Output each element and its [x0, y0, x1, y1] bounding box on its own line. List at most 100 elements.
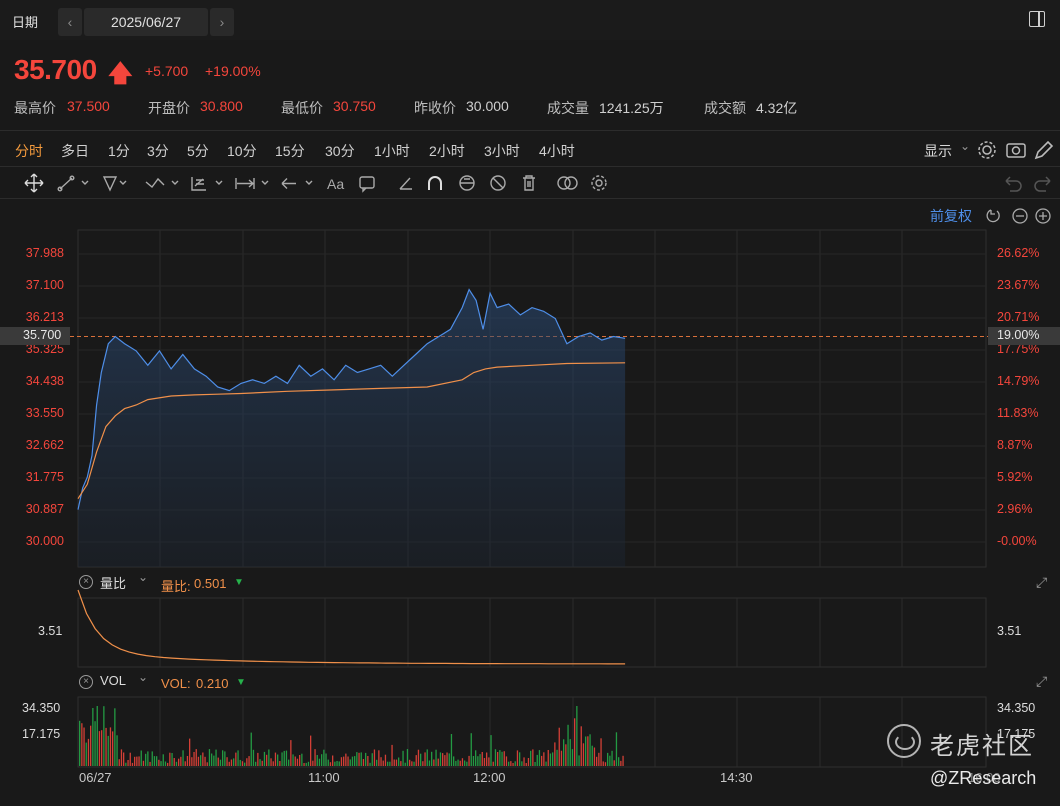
- zoom-out-icon[interactable]: [1012, 208, 1028, 224]
- stat-label: 成交额: [704, 100, 746, 116]
- watermark-brand: 老虎社区: [930, 733, 1034, 760]
- fib-icon[interactable]: [191, 177, 223, 191]
- volume-bar: [373, 749, 376, 766]
- x-tick: 16:00: [968, 770, 1001, 785]
- lock-icon[interactable]: [459, 175, 475, 191]
- volume-bar: [182, 750, 184, 766]
- date-picker[interactable]: 2025/06/27: [84, 8, 208, 36]
- volume-bar: [538, 750, 541, 766]
- display-menu[interactable]: 显示: [924, 143, 952, 159]
- volume-bar: [257, 752, 259, 766]
- current-pct-label: 19.00%: [997, 328, 1040, 342]
- layers-icon[interactable]: [557, 176, 578, 190]
- zoom-in-icon[interactable]: [1035, 208, 1051, 224]
- tab-8[interactable]: 1小时: [374, 143, 410, 159]
- expand-icon[interactable]: ⤢: [1036, 574, 1048, 590]
- indicator-name[interactable]: 量比: [100, 576, 127, 591]
- channel-icon[interactable]: [102, 176, 127, 192]
- next-date-button[interactable]: ›: [210, 8, 234, 36]
- volume-bar: [345, 753, 347, 766]
- volume-bar: [349, 759, 351, 766]
- trend-line-icon[interactable]: [57, 175, 89, 192]
- volume-bar: [90, 725, 92, 766]
- volume-bar: [156, 756, 158, 766]
- volume-bar: [310, 735, 312, 766]
- volume-bar: [79, 720, 81, 766]
- volume-bar: [202, 752, 204, 766]
- volume-bar: [325, 753, 327, 766]
- volume-bar: [521, 761, 523, 766]
- trash-icon[interactable]: [523, 175, 535, 191]
- camera-icon[interactable]: [1006, 143, 1026, 158]
- volume-bar: [301, 753, 303, 766]
- measure-icon[interactable]: [235, 178, 269, 189]
- tab-9[interactable]: 2小时: [429, 143, 465, 159]
- tab-3[interactable]: 3分: [147, 143, 169, 159]
- ruler-icon[interactable]: [399, 177, 412, 190]
- text-icon[interactable]: Aa: [327, 176, 344, 192]
- volume-bar: [81, 723, 83, 766]
- volume-bar: [378, 750, 380, 766]
- volume-bar: [609, 755, 611, 766]
- pattern-icon[interactable]: [145, 177, 179, 189]
- move-icon[interactable]: [24, 173, 44, 193]
- volume-bar: [602, 761, 604, 766]
- tab-0[interactable]: 分时: [15, 143, 43, 159]
- tab-2[interactable]: 1分: [108, 143, 130, 159]
- tab-11[interactable]: 4小时: [539, 143, 575, 159]
- tab-10[interactable]: 3小时: [484, 143, 520, 159]
- volume-bar: [191, 757, 193, 766]
- volume-bar: [167, 762, 169, 766]
- adjust-mode-button[interactable]: 前复权: [930, 208, 972, 224]
- vol-indicator-name[interactable]: VOL: [100, 673, 127, 688]
- volume-bar: [358, 752, 360, 766]
- volume-bar: [101, 730, 103, 766]
- close-icon[interactable]: ×: [79, 575, 93, 589]
- tab-6[interactable]: 15分: [275, 143, 305, 159]
- pen-icon[interactable]: [1034, 140, 1054, 160]
- volume-bar: [114, 708, 116, 766]
- gear-icon[interactable]: [978, 141, 996, 159]
- volume-bar: [87, 738, 90, 766]
- undo-icon[interactable]: [1005, 176, 1022, 192]
- volume-bar: [488, 757, 490, 766]
- volume-bar: [371, 753, 373, 766]
- magnet-icon[interactable]: [428, 176, 442, 190]
- volume-bar: [532, 749, 534, 766]
- watermark-author: @ZResearch: [930, 768, 1037, 788]
- volume-bar: [362, 759, 365, 766]
- tab-4[interactable]: 5分: [187, 143, 209, 159]
- arrow-icon[interactable]: [281, 178, 313, 189]
- volume-bar: [162, 754, 164, 766]
- volume-bar: [147, 751, 149, 766]
- volume-bar: [129, 752, 131, 766]
- y-tick-left: 36.213: [25, 309, 64, 324]
- redo-icon[interactable]: [1034, 176, 1051, 192]
- chevron-down-icon[interactable]: ⌄: [138, 570, 149, 584]
- volume-bar: [96, 706, 98, 766]
- tab-7[interactable]: 30分: [325, 143, 355, 159]
- tab-1[interactable]: 多日: [61, 143, 89, 159]
- reset-icon[interactable]: [986, 209, 1000, 223]
- up-arrow-icon: 🡅: [108, 60, 133, 87]
- expand-icon[interactable]: ⤢: [1036, 673, 1048, 689]
- note-icon[interactable]: [359, 176, 375, 193]
- volume-bar: [246, 758, 248, 766]
- volume-bar: [241, 761, 244, 766]
- volume-bar: [158, 759, 160, 766]
- volume-bar: [118, 759, 120, 766]
- volume-bar: [585, 736, 587, 766]
- chevron-down-icon[interactable]: ⌄: [138, 670, 149, 684]
- settings-icon[interactable]: [591, 175, 607, 191]
- volume-bar: [501, 751, 503, 766]
- prev-date-button[interactable]: ‹: [58, 8, 82, 36]
- close-icon[interactable]: ×: [79, 675, 93, 689]
- volume-bar: [497, 752, 499, 766]
- volume-bar: [224, 751, 226, 766]
- tab-5[interactable]: 10分: [227, 143, 257, 159]
- volume-bar: [332, 755, 334, 766]
- panel-icon[interactable]: [1029, 11, 1045, 27]
- vol-value: 0.210: [196, 676, 229, 691]
- hide-icon[interactable]: [490, 175, 506, 191]
